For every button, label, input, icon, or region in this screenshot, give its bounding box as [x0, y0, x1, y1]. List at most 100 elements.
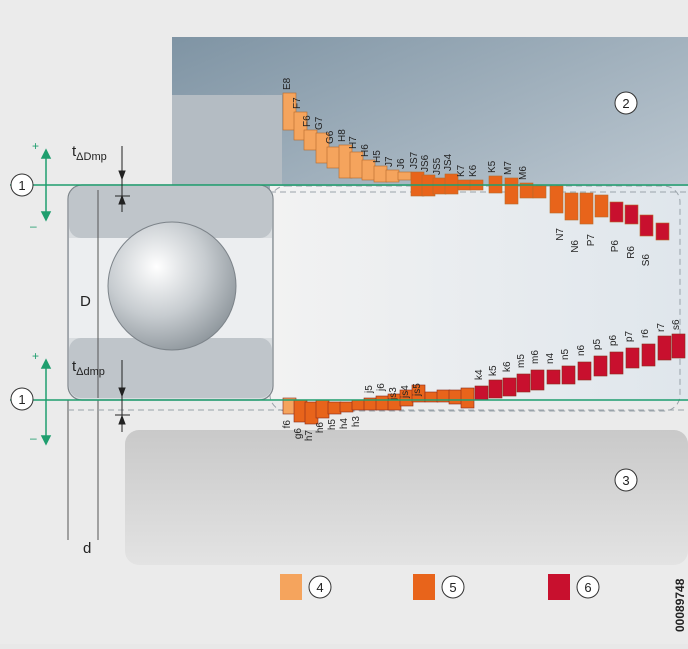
housing-tolerance-label: M7	[503, 161, 514, 175]
housing-tolerance-label: S6	[641, 254, 652, 267]
shaft-bar	[315, 399, 330, 419]
shaft-tolerance-label: h6	[315, 422, 326, 434]
callout-2-circle	[614, 91, 638, 115]
housing-tolerance-label: JS7	[409, 151, 420, 169]
callout-1-bottom-circle	[10, 387, 34, 411]
housing-tolerance-label: F7	[292, 97, 303, 109]
shaft-tolerance-bars	[282, 333, 686, 425]
bearing-outer-race	[69, 186, 272, 238]
housing-tolerance-label: JS4	[443, 153, 454, 171]
housing-tolerance-label: P6	[610, 240, 621, 253]
shaft-bar	[561, 365, 576, 385]
shaft-tolerance-label: h3	[351, 416, 362, 428]
callout-2: 2	[622, 96, 629, 111]
bearing-inner-race	[69, 338, 272, 398]
legend-callout-number: 5	[449, 580, 456, 595]
housing-bar	[594, 194, 609, 218]
shaft-tolerance-label: h4	[339, 418, 350, 430]
legend-callout-number: 6	[584, 580, 591, 595]
shaft-tolerance-label: js3	[388, 387, 399, 401]
shaft-tolerance-label: k4	[474, 369, 485, 380]
shaft-bar	[657, 335, 672, 361]
housing-tolerance-label: E8	[282, 77, 293, 90]
callout-1-bottom: 1	[18, 392, 25, 407]
housing-tolerance-label: M6	[518, 166, 529, 180]
callout-3: 3	[622, 473, 629, 488]
shaft-bar	[448, 389, 463, 405]
housing-tolerance-label: K7	[456, 164, 467, 177]
shaft-bar	[577, 361, 592, 381]
shaft-bar	[641, 343, 656, 367]
housing-tolerance-label: JS6	[420, 154, 431, 172]
housing-bar	[282, 92, 297, 131]
d-label: d	[83, 540, 91, 557]
housing-tolerance-label: H6	[360, 144, 371, 157]
housing-tolerance-label: R6	[626, 246, 637, 259]
shaft-tolerance-label: s6	[671, 319, 682, 330]
shaft-tolerance-label: m6	[530, 350, 541, 364]
shaft-bar	[488, 379, 503, 399]
callout-1-top: 1	[18, 178, 25, 193]
shaft-block	[125, 430, 688, 565]
housing-tolerance-label: P7	[586, 234, 597, 247]
legend-callout-circle	[576, 575, 600, 599]
housing-bar	[303, 129, 318, 151]
housing-tolerance-label: H5	[372, 150, 383, 163]
shaft-bar	[625, 347, 640, 369]
shaft-tolerance-label: h5	[327, 419, 338, 431]
housing-step	[172, 95, 282, 185]
top-deviation-arrows	[40, 148, 52, 222]
legend-swatch	[548, 574, 570, 600]
bottom-deviation-arrows	[40, 358, 52, 446]
shaft-tolerance-label: j6	[376, 383, 387, 392]
shaft-tolerance-label: js4	[400, 385, 411, 399]
shaft-tolerance-label: m5	[516, 354, 527, 368]
shaft-tolerance-label: js5	[412, 383, 423, 397]
housing-bar	[579, 192, 594, 225]
shaft-tolerance-label: g6	[293, 428, 304, 440]
legend-swatch	[413, 574, 435, 600]
housing-tolerance-label: K6	[468, 164, 479, 177]
shaft-tolerance-label: k5	[488, 365, 499, 376]
shaft-tolerance-label: n4	[545, 352, 556, 364]
shaft-bar	[460, 387, 475, 409]
shaft-bar	[593, 355, 608, 377]
shaft-tolerance-label: n6	[576, 344, 587, 356]
plus-top: +	[32, 139, 39, 153]
shaft-bar	[339, 401, 354, 413]
housing-tolerance-label: J6	[396, 158, 407, 169]
housing-tolerance-label: K5	[487, 160, 498, 173]
shaft-bar	[546, 369, 561, 385]
t-dmp-upper: tΔDmp	[72, 143, 107, 163]
legend-callout-circle	[308, 575, 332, 599]
housing-bar	[432, 177, 447, 195]
housing-bar	[639, 214, 654, 237]
bearing-ball	[107, 221, 237, 351]
housing-bar	[326, 146, 341, 169]
housing-tolerance-bars	[282, 92, 670, 241]
callout-1-top-circle	[10, 173, 34, 197]
shaft-tolerance-label: p7	[624, 330, 635, 342]
legend-callout-number: 4	[316, 580, 323, 595]
shaft-bar	[516, 373, 531, 393]
legend-swatch	[280, 574, 302, 600]
housing-tolerance-label: G7	[314, 116, 325, 130]
shaft-tolerance-label: f6	[282, 420, 293, 429]
housing-bar	[532, 185, 547, 199]
housing-tolerance-label: F6	[302, 115, 313, 127]
t-dmp-upper-arrows	[115, 146, 130, 212]
D-label: D	[80, 293, 91, 310]
housing-tolerance-label: N6	[570, 240, 581, 253]
housing-tolerance-label: N7	[555, 228, 566, 241]
shaft-tolerance-label: p6	[608, 334, 619, 346]
housing-tolerance-label: J7	[384, 156, 395, 167]
housing-bar	[564, 192, 579, 221]
shaft-tolerance-label: k6	[502, 361, 513, 372]
shaft-bar	[609, 351, 624, 375]
housing-bar	[549, 185, 564, 214]
housing-tolerance-label: G6	[325, 130, 336, 144]
shaft-bar	[530, 369, 545, 391]
